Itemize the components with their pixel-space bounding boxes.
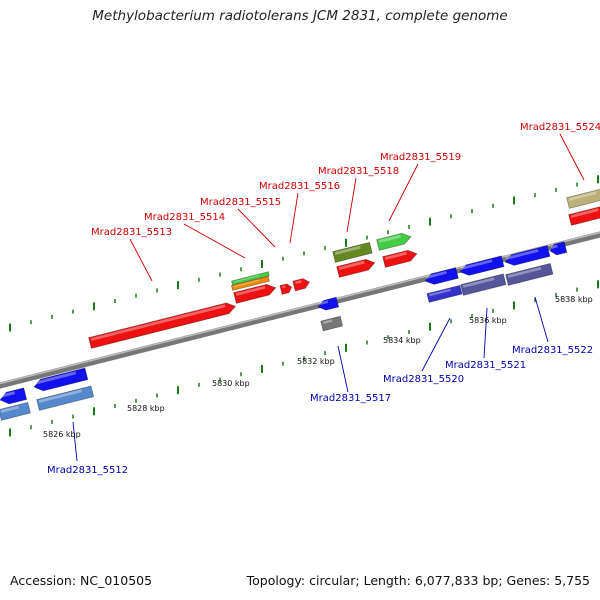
- gene-label-5518[interactable]: Mrad2831_5518: [318, 166, 399, 177]
- gene-label-5517[interactable]: Mrad2831_5517: [310, 393, 391, 404]
- leader-5516: [289, 192, 299, 244]
- gene-label-5514[interactable]: Mrad2831_5514: [144, 212, 225, 223]
- gene-5517[interactable]: [317, 296, 340, 312]
- gene-5524-tan[interactable]: [566, 187, 600, 209]
- leader-5515: [237, 208, 276, 248]
- gene-5512-light[interactable]: [36, 385, 95, 411]
- gene-5518-olive[interactable]: [332, 241, 373, 263]
- gene-5521-slate[interactable]: [460, 273, 507, 296]
- gene-label-5524[interactable]: Mrad2831_5524: [520, 122, 600, 133]
- leader-5517: [337, 345, 349, 393]
- gene-label-5516[interactable]: Mrad2831_5516: [259, 181, 340, 192]
- gene-5512[interactable]: [33, 367, 89, 393]
- leader-5524: [559, 133, 585, 181]
- gene-label-5522[interactable]: Mrad2831_5522: [512, 345, 593, 356]
- leader-5520: [421, 317, 451, 372]
- gene-5515[interactable]: [279, 283, 293, 295]
- gene-5520[interactable]: [424, 267, 459, 287]
- scale-label-5838: 5838 kbp: [555, 295, 593, 304]
- gene-label-5512[interactable]: Mrad2831_5512: [47, 465, 128, 476]
- gene-5522[interactable]: [504, 245, 551, 268]
- scale-label-5826: 5826 kbp: [43, 430, 81, 439]
- gene-features: [0, 187, 600, 421]
- gene-5520-dark[interactable]: [426, 284, 463, 303]
- label-leaders: [72, 133, 585, 462]
- gene-5511-light[interactable]: [0, 401, 31, 421]
- genome-backbone: [0, 231, 600, 389]
- gene-5516[interactable]: [292, 277, 311, 292]
- scale-label-5830: 5830 kbp: [212, 379, 250, 388]
- accession-text: Accession: NC_010505: [10, 573, 153, 588]
- gene-5511[interactable]: [0, 387, 28, 406]
- topology-text: Topology: circular; Length: 6,077,833 bp…: [246, 573, 590, 588]
- gene-5522-slate[interactable]: [505, 262, 554, 286]
- gene-5519-green[interactable]: [376, 231, 413, 251]
- leader-5518: [346, 177, 357, 233]
- leader-5512: [72, 421, 78, 462]
- tick-marks: [9, 175, 599, 437]
- gene-5513[interactable]: [88, 301, 237, 349]
- gene-labels[interactable]: Mrad2831_5513 Mrad2831_5514 Mrad2831_551…: [47, 122, 600, 476]
- leader-5519: [388, 163, 419, 222]
- gene-5518[interactable]: [336, 257, 377, 278]
- gene-5514[interactable]: [233, 282, 277, 304]
- scale-labels: 5826 kbp 5828 kbp 5830 kbp 5832 kbp 5834…: [43, 295, 593, 439]
- leader-5521: [483, 307, 488, 359]
- gene-label-5519[interactable]: Mrad2831_5519: [380, 152, 461, 163]
- scale-label-5834: 5834 kbp: [383, 336, 421, 345]
- scale-label-5836: 5836 kbp: [469, 316, 507, 325]
- leader-5522: [534, 296, 549, 343]
- gene-label-5521[interactable]: Mrad2831_5521: [445, 360, 526, 371]
- gene-5521[interactable]: [459, 255, 505, 277]
- gene-5514-orange[interactable]: [230, 275, 270, 291]
- gene-5514-green[interactable]: [231, 271, 270, 286]
- gene-5524[interactable]: [568, 205, 600, 226]
- scale-label-5832: 5832 kbp: [297, 357, 335, 366]
- gene-label-5515[interactable]: Mrad2831_5515: [200, 197, 281, 208]
- leader-5514: [183, 223, 246, 259]
- leader-5513: [129, 238, 153, 282]
- scale-label-5828: 5828 kbp: [127, 404, 165, 413]
- gene-label-5513[interactable]: Mrad2831_5513: [91, 227, 172, 238]
- gene-label-5520[interactable]: Mrad2831_5520: [383, 374, 464, 385]
- gene-5519[interactable]: [382, 248, 419, 268]
- gene-5517-grey[interactable]: [320, 315, 344, 332]
- map-title: Methylobacterium radiotolerans JCM 2831,…: [92, 8, 508, 24]
- gene-5523[interactable]: [549, 241, 568, 257]
